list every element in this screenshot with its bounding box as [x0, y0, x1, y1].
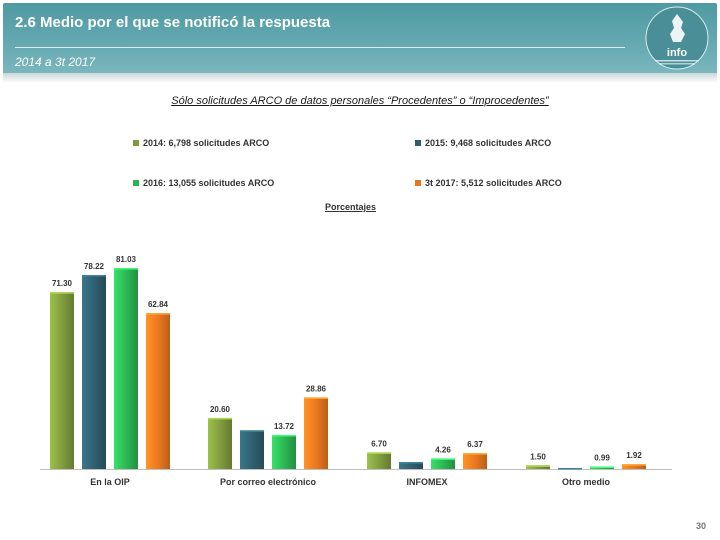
category-label: Otro medio — [562, 477, 611, 487]
bar-highlight — [622, 464, 646, 466]
bar-highlight — [50, 292, 74, 294]
bar-2-series-3 — [272, 434, 296, 469]
data-label: 81.03 — [116, 255, 137, 264]
bar-highlight — [304, 397, 328, 399]
legend-label-2016: 2016: 13,055 solicitudes ARCO — [143, 178, 275, 188]
header-shadow — [3, 73, 717, 83]
data-label: 71.30 — [52, 279, 73, 288]
bar-highlight — [146, 313, 170, 315]
legend-item-2015: 2015: 9,468 solicitudes ARCO — [415, 138, 551, 148]
percent-label: Porcentajes — [325, 202, 377, 212]
header-divider — [15, 47, 625, 48]
legend-swatch-2017 — [415, 180, 421, 186]
bar-highlight — [367, 452, 391, 454]
bar-highlight — [208, 417, 232, 420]
logo-text: info — [667, 47, 687, 59]
bar-3-series-2 — [399, 462, 423, 469]
data-label: 6.70 — [371, 439, 387, 448]
bar-2-series-1 — [208, 417, 232, 469]
legend-label-2014: 2014: 6,798 solicitudes ARCO — [143, 138, 270, 148]
category-label: INFOMEX — [406, 477, 447, 487]
infodf-logo: info — [645, 6, 709, 70]
data-label: 62.84 — [148, 300, 169, 309]
category-label: En la OIP — [90, 477, 130, 487]
legend-item-2016: 2016: 13,055 solicitudes ARCO — [133, 178, 274, 188]
bar-1-series-4 — [146, 313, 170, 469]
period-subtitle: 2014 a 3t 2017 — [15, 55, 96, 69]
legend-label-2015: 2015: 9,468 solicitudes ARCO — [425, 138, 552, 148]
bar-4-series-4 — [622, 464, 646, 469]
legend-item-2017: 3t 2017: 5,512 solicitudes ARCO — [415, 178, 562, 188]
page-number: 30 — [695, 521, 706, 531]
bar-1-series-1 — [50, 292, 74, 469]
page-title: 2.6 Medio por el que se notificó la resp… — [15, 14, 331, 31]
category-label: Por correo electrónico — [220, 477, 317, 487]
bar-highlight — [240, 430, 264, 432]
bar-highlight — [82, 275, 106, 277]
data-label: 6.37 — [467, 440, 483, 449]
bar-highlight — [114, 268, 138, 270]
data-label: 0.99 — [594, 454, 610, 463]
chart-subtitle: Sólo solicitudes ARCO de datos personale… — [171, 95, 549, 107]
data-label: 78.22 — [84, 262, 105, 271]
bar-highlight — [558, 468, 582, 470]
bar-highlight — [272, 434, 296, 437]
bar-3-series-3 — [431, 458, 455, 469]
data-label: 1.50 — [530, 452, 546, 461]
data-label: 20.60 — [210, 405, 231, 414]
data-label: 28.86 — [306, 384, 327, 393]
bar-2-series-4 — [304, 397, 328, 469]
bar-highlight — [526, 465, 550, 467]
header-banner: 2.6 Medio por el que se notificó la resp… — [3, 3, 717, 73]
bar-1-series-3 — [114, 268, 138, 469]
bar-4-series-1 — [526, 465, 550, 469]
bar-highlight — [463, 453, 487, 455]
legend-label-2017: 3t 2017: 5,512 solicitudes ARCO — [425, 178, 562, 188]
bar-3-series-4 — [463, 453, 487, 469]
data-label: 13.72 — [274, 422, 295, 431]
legend-item-2014: 2014: 6,798 solicitudes ARCO — [133, 138, 269, 148]
bar-1-series-2 — [82, 275, 106, 469]
legend-swatch-2015 — [415, 140, 421, 146]
bar-highlight — [431, 458, 455, 460]
bar-2-series-2 — [240, 430, 264, 469]
bar-highlight — [590, 466, 614, 469]
legend-swatch-2016 — [133, 180, 139, 186]
data-label: 4.26 — [435, 445, 451, 454]
bar-3-series-1 — [367, 452, 391, 469]
data-label: 1.92 — [626, 451, 642, 460]
legend-swatch-2014 — [133, 140, 139, 146]
bar-highlight — [399, 462, 423, 464]
